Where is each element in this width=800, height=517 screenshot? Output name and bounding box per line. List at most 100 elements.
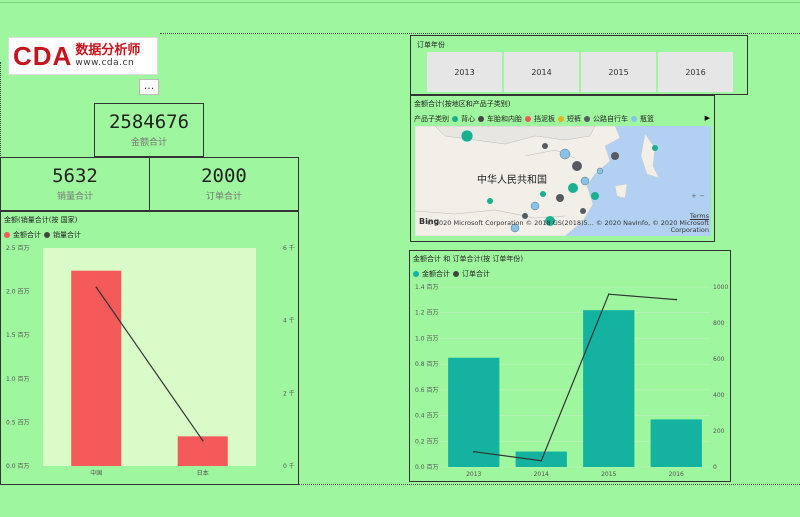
y-axis-left-tick: 0.0 百万 [415,464,438,471]
x-axis-tick: 2015 [601,471,616,478]
left-chart-plot[interactable]: 2.5 百万 2.0 百万 1.5 百万 1.0 百万 0.5 百万 0.0 百万 6 千 4… [1,212,300,486]
map-bubble[interactable] [591,192,599,200]
y-axis-right-tick: 0 千 [283,462,295,470]
y-axis-left-tick: 0.0 百万 [6,463,29,470]
map-bubble[interactable] [530,201,540,211]
bing-logo: Bing [419,217,440,226]
map-bubble[interactable] [580,176,590,186]
line-point-中国 [95,286,98,289]
map-title: 金额合计(按地区和产品子类别) [414,100,511,108]
map-legend-item[interactable]: 短裤 [567,115,581,123]
card-total-orders[interactable]: 2000 订单合计 [149,157,299,211]
map-bubble[interactable] [559,148,571,160]
legend-dot-icon [452,116,458,122]
legend-dot-icon [44,232,50,238]
bar-2016 [650,419,702,467]
card-total-amount-value: 2584676 [108,110,190,133]
slicer-button-2015[interactable]: 2015 [581,52,656,92]
right-chart-plot[interactable]: 1.4 百万 1.2 百万 1.0 百万 0.8 百万 0.6 百万 0.4 百万 0.2 … [410,251,732,483]
map-legend-item[interactable]: 背心 [461,115,475,123]
more-options-button[interactable]: ... [139,79,159,95]
y-axis-right-tick: 800 [713,320,725,327]
x-axis-tick: 中国 [90,469,102,477]
left-chart-title: 金额(销量合计(按 国家) [4,216,78,224]
map-bubble[interactable] [611,152,619,160]
line-point-2015 [607,293,610,295]
map-legend: 产品子类别 背心 车胎和内胎 挡泥板 短裤 公路自行车 瓶篮 [414,114,654,124]
line-point-日本 [201,439,204,442]
y-axis-left-tick: 1.0 百万 [6,376,29,383]
card-total-sales[interactable]: 5632 销量合计 [0,157,150,211]
left-legend-sales[interactable]: 销量合计 [53,231,81,239]
y-axis-right-tick: 200 [713,428,725,435]
map-bubble[interactable] [572,161,582,171]
map-bubble[interactable] [510,223,520,233]
map-country-label: 中华人民共和国 [477,175,547,186]
card-total-orders-value: 2000 [201,164,247,187]
legend-dot-icon [631,116,637,122]
left-chart-legend: 金额合计 销量合计 [4,230,81,240]
map-copyright-line2: Corporation [670,225,709,234]
right-chart-title: 金额合计 和 订单合计(按 订单年份) [413,255,524,263]
line-point-2016 [675,298,678,301]
line-series [473,293,677,462]
card-total-amount[interactable]: 2584676 金额合计 [94,103,204,157]
legend-dot-icon [478,116,484,122]
legend-dot-icon [584,116,590,122]
map-bubble[interactable] [540,191,546,197]
right-chart-legend: 金额合计 订单合计 [413,269,490,279]
legend-scroll-right-icon[interactable]: ▶ [704,114,710,122]
map-legend-item[interactable]: 公路自行车 [593,115,628,123]
amount-orders-by-year-chart: 金额合计 和 订单合计(按 订单年份) 金额合计 订单合计 1.4 百万 1.2 … [409,250,731,482]
y-axis-left-tick: 1.4 百万 [415,284,438,291]
map-copyright-line1: © 2020 Microsoft Corporation © 2018 GS(2… [426,218,709,227]
map-legend-item[interactable]: 挡泥板 [534,115,555,123]
map-bubble[interactable] [580,208,586,214]
slicer-button-2013[interactable]: 2013 [427,52,502,92]
year-slicer: 订单年份 2013 2014 2015 2016 [410,35,748,95]
bar-中国 [71,270,122,466]
map-terms-link[interactable]: Terms [689,211,709,220]
y-axis-left-tick: 0.5 百万 [6,419,29,426]
map-legend-label: 产品子类别 [414,115,449,123]
map-legend-item[interactable]: 车胎和内胎 [487,115,522,123]
map-bubble[interactable] [487,198,493,204]
y-axis-right-tick: 2 千 [283,389,295,397]
y-axis-right-tick: 6 千 [283,244,295,252]
right-legend-orders[interactable]: 订单合计 [462,270,490,278]
map-legend-item[interactable]: 瓶篮 [640,115,654,123]
y-axis-left-tick: 2.5 百万 [6,245,29,252]
legend-dot-icon [453,271,459,277]
legend-dot-icon [558,116,564,122]
bar-2015 [583,310,635,467]
line-point-2013 [472,450,475,453]
map-bubble[interactable] [596,167,604,175]
x-axis-tick: 2016 [669,471,684,478]
map-copyright: Terms © 2020 Microsoft Corporation © 201… [426,211,709,234]
map-bubble[interactable] [556,194,564,202]
card-total-sales-label: 销量合计 [56,192,93,203]
slicer-title: 订单年份 [417,41,445,49]
y-axis-right-tick: 1000 [713,284,728,291]
map-bubble[interactable] [542,143,548,149]
card-total-sales-value: 5632 [52,164,98,187]
map-zoom-controls[interactable]: + − [691,192,705,200]
logo-chinese-name: 数据分析师 [75,43,141,58]
map-bubble[interactable] [545,216,555,226]
y-axis-left-tick: 0.6 百万 [415,387,438,394]
line-series [95,286,204,441]
slicer-button-2016[interactable]: 2016 [658,52,733,92]
map-bubble[interactable] [652,145,658,151]
map-bubble[interactable] [522,213,528,219]
legend-dot-icon [525,116,531,122]
map-bubble[interactable] [568,183,578,193]
right-legend-amount[interactable]: 金额合计 [422,270,450,278]
left-legend-amount[interactable]: 金额合计 [13,231,41,239]
slicer-button-2014[interactable]: 2014 [504,52,579,92]
y-axis-left-tick: 2.0 百万 [6,289,29,296]
map-canvas[interactable]: 中华人民共和国 + − Bing Terms © 2020 Microsoft [415,126,711,236]
y-axis-right-tick: 4 千 [283,317,295,325]
y-axis-left-tick: 1.5 百万 [6,332,29,339]
canvas-dotted-border-bottom [0,484,800,485]
map-bubble[interactable] [460,129,474,143]
